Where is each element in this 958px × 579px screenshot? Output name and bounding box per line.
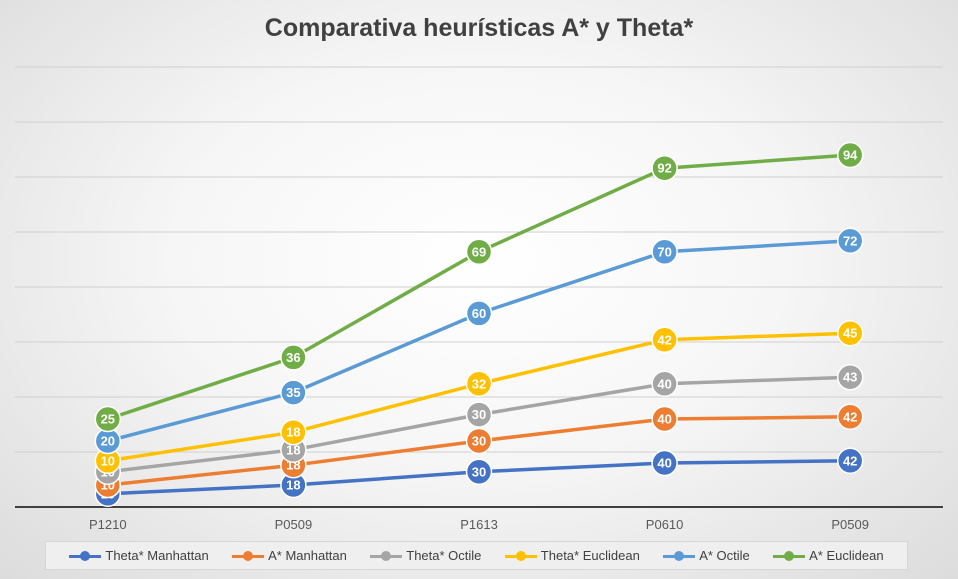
data-label: 25: [101, 412, 115, 427]
data-point: [465, 401, 493, 428]
data-label: 40: [657, 376, 671, 391]
x-tick-label: P1210: [89, 517, 127, 532]
x-tick-label: P0509: [275, 517, 313, 532]
data-label: 42: [843, 453, 857, 468]
data-label: 70: [657, 244, 671, 259]
legend-label: Theta* Euclidean: [540, 548, 640, 563]
data-label: 42: [657, 332, 671, 347]
data-point: [651, 405, 678, 433]
data-label: 72: [843, 233, 857, 248]
legend-label: A* Manhattan: [268, 548, 347, 563]
data-point: [836, 363, 864, 391]
legend-label: Theta* Octile: [406, 548, 482, 563]
data-point: [836, 447, 864, 475]
legend-label: A* Euclidean: [809, 548, 884, 563]
x-tick-label: P1613: [460, 517, 498, 532]
legend-item: Theta* Manhattan: [69, 548, 209, 563]
data-label: 32: [472, 376, 486, 391]
legend-item: A* Manhattan: [232, 548, 347, 563]
data-label: 40: [657, 456, 671, 471]
data-label: 60: [472, 306, 486, 321]
legend-item: Theta* Euclidean: [504, 548, 640, 563]
legend-swatch: [504, 550, 537, 561]
data-point: [836, 141, 864, 169]
data-label: 94: [843, 148, 858, 163]
data-point: [94, 405, 122, 433]
data-point: [465, 458, 493, 486]
data-label: 10: [101, 453, 115, 468]
legend-item: A* Octile: [663, 548, 750, 563]
data-label: 30: [472, 407, 486, 422]
data-label: 18: [286, 425, 300, 440]
legend-swatch: [69, 550, 102, 561]
data-label: 18: [286, 442, 300, 457]
data-label: 18: [286, 478, 300, 493]
data-point: [651, 154, 678, 182]
legend-swatch: [370, 550, 403, 561]
data-label: 42: [843, 409, 857, 424]
legend-item: A* Euclidean: [773, 548, 884, 563]
data-label: 30: [472, 434, 486, 449]
legend-swatch: [663, 550, 696, 561]
data-label: 43: [843, 370, 857, 385]
legend-label: A* Octile: [699, 548, 750, 563]
x-tick-label: P0509: [831, 517, 869, 532]
legend-item: Theta* Octile: [370, 548, 481, 563]
data-point: [651, 326, 678, 354]
data-label: 40: [657, 412, 671, 427]
data-label: 30: [472, 464, 486, 479]
data-point: [280, 344, 307, 371]
data-label: 20: [101, 434, 115, 449]
data-point: [651, 238, 678, 266]
data-point: [465, 370, 493, 398]
data-point: [651, 370, 678, 398]
data-point: [836, 319, 864, 347]
data-label: 92: [657, 161, 671, 176]
data-label: 45: [843, 326, 857, 341]
data-label: 36: [286, 350, 300, 365]
data-label: 35: [286, 385, 300, 400]
data-point: [280, 379, 307, 406]
x-tick-label: P0610: [646, 517, 684, 532]
data-point: [465, 427, 493, 455]
legend-label: Theta* Manhattan: [105, 548, 209, 563]
data-label: 69: [472, 244, 486, 259]
legend-swatch: [773, 550, 806, 561]
data-point: [280, 418, 307, 446]
data-point: [836, 403, 864, 431]
data-point: [465, 300, 493, 327]
data-point: [651, 449, 678, 477]
legend: Theta* Manhattan A* Manhattan Theta* Octil…: [45, 541, 908, 570]
chart-title: Comparativa heurísticas A* y Theta*: [264, 14, 694, 42]
data-point: [836, 227, 864, 255]
data-point: [465, 238, 493, 266]
legend-swatch: [232, 550, 265, 561]
